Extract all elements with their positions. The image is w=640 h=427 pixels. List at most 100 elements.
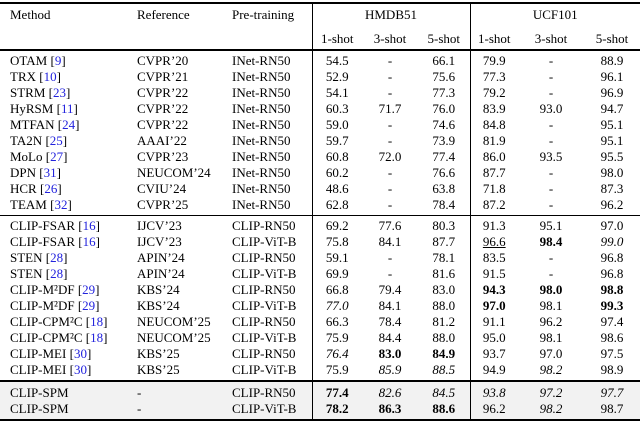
value-cell: 97.7 bbox=[584, 380, 640, 401]
value-cell: 98.7 bbox=[584, 401, 640, 420]
method-cell: MoLo [27] bbox=[10, 149, 68, 164]
value-cell: 96.8 bbox=[600, 266, 624, 281]
col-header-pretraining: Pre-training bbox=[222, 3, 312, 51]
reference-cell: CVPR’21 bbox=[137, 69, 189, 84]
citation-link[interactable]: 30 bbox=[73, 362, 87, 377]
table-row: MTFAN [24] CVPR’22 INet-RN50 59.0 - 74.6 84.8 -… bbox=[0, 117, 640, 133]
value-cell: 87.2 bbox=[469, 197, 518, 216]
value-cell: 95.1 bbox=[518, 215, 584, 234]
method-name: TA2N bbox=[10, 133, 43, 148]
value-cell: 84.5 bbox=[418, 380, 470, 401]
table-header: Method Reference Pre-training HMDB51 UCF… bbox=[0, 3, 640, 51]
citation-link[interactable]: 28 bbox=[50, 250, 64, 265]
reference-cell: - bbox=[127, 401, 222, 420]
pretraining-cell: CLIP-ViT-B bbox=[232, 362, 297, 377]
pretraining-cell: INet-RN50 bbox=[232, 53, 291, 68]
value-cell: 94.9 bbox=[469, 362, 518, 381]
pretraining-cell: INet-RN50 bbox=[232, 101, 291, 116]
citation-link[interactable]: 31 bbox=[43, 165, 57, 180]
method-name: STRM bbox=[10, 85, 46, 100]
citation-link[interactable]: 9 bbox=[54, 53, 62, 68]
citation-link[interactable]: 29 bbox=[82, 282, 96, 297]
value-cell: 75.9 bbox=[311, 362, 362, 381]
reference-cell: CVPR’22 bbox=[137, 101, 189, 116]
reference-cell: KBS’25 bbox=[137, 362, 180, 377]
value-cell: 60.8 bbox=[311, 149, 362, 165]
method-cell: CLIP-SPM bbox=[0, 401, 127, 420]
value-cell: - bbox=[387, 197, 393, 212]
pretraining-cell: INet-RN50 bbox=[232, 117, 291, 132]
value-cell: 84.8 bbox=[469, 117, 518, 133]
method-name: HCR bbox=[10, 181, 37, 196]
value-cell: 80.3 bbox=[418, 215, 470, 234]
pretraining-cell: CLIP-ViT-B bbox=[232, 266, 297, 281]
value-cell: - bbox=[387, 85, 393, 100]
citation-link[interactable]: 16 bbox=[82, 218, 96, 233]
pretraining-cell: CLIP-RN50 bbox=[232, 346, 296, 361]
reference-cell: CVPR’20 bbox=[137, 53, 189, 68]
citation-link[interactable]: 28 bbox=[50, 266, 64, 281]
value-cell: 59.1 bbox=[311, 250, 362, 266]
pretraining-cell: CLIP-RN50 bbox=[222, 380, 312, 401]
method-name: CLIP-FSAR bbox=[10, 218, 76, 233]
value-cell: 83.0 bbox=[378, 346, 402, 361]
citation-link[interactable]: 25 bbox=[49, 133, 63, 148]
citation-link[interactable]: 27 bbox=[50, 149, 64, 164]
reference-cell: CVPR’22 bbox=[137, 117, 189, 132]
method-name: CLIP-FSAR bbox=[10, 234, 76, 249]
reference-cell: IJCV’23 bbox=[137, 234, 182, 249]
method-cell: STEN [28] bbox=[10, 250, 68, 265]
citation-link[interactable]: 11 bbox=[60, 101, 74, 116]
value-cell: 52.9 bbox=[311, 69, 362, 85]
reference-cell: CVIU’24 bbox=[137, 181, 187, 196]
value-cell: 83.5 bbox=[469, 250, 518, 266]
value-cell: 96.2 bbox=[539, 314, 563, 329]
reference-cell: - bbox=[127, 380, 222, 401]
value-cell: 60.3 bbox=[311, 101, 362, 117]
citation-link[interactable]: 18 bbox=[90, 314, 104, 329]
reference-cell: KBS’24 bbox=[137, 282, 180, 297]
pretraining-cell: INet-RN50 bbox=[232, 165, 291, 180]
value-cell: 84.9 bbox=[432, 346, 456, 361]
value-cell: 96.8 bbox=[600, 250, 624, 265]
value-cell: 91.1 bbox=[469, 314, 518, 330]
value-cell: 88.6 bbox=[418, 401, 470, 420]
value-cell: - bbox=[548, 133, 554, 148]
table-row: CLIP-FSAR [16] IJCV’23 CLIP-ViT-B 75.8 84.1 8… bbox=[0, 234, 640, 250]
citation-link[interactable]: 30 bbox=[73, 346, 87, 361]
citation-link[interactable]: 10 bbox=[43, 69, 57, 84]
method-cell: CLIP-CPM²C [18] bbox=[10, 330, 108, 345]
method-cell: CLIP-M²DF [29] bbox=[10, 298, 100, 313]
value-cell: 91.5 bbox=[469, 266, 518, 282]
method-name: MoLo bbox=[10, 149, 43, 164]
value-cell: 77.4 bbox=[311, 380, 362, 401]
value-cell: - bbox=[548, 53, 554, 68]
pretraining-cell: INet-RN50 bbox=[232, 149, 291, 164]
value-cell: 96.2 bbox=[469, 401, 518, 420]
citation-link[interactable]: 32 bbox=[54, 197, 68, 212]
value-cell: 66.8 bbox=[311, 282, 362, 298]
value-cell: - bbox=[548, 69, 554, 84]
citation-link[interactable]: 26 bbox=[44, 181, 58, 196]
method-cell: CLIP-MEI [30] bbox=[10, 346, 92, 361]
value-cell: 95.1 bbox=[600, 117, 624, 132]
citation-link[interactable]: 23 bbox=[53, 85, 66, 100]
value-cell: 94.3 bbox=[469, 282, 518, 298]
citation-link[interactable]: 16 bbox=[82, 234, 96, 249]
method-name: STEN bbox=[10, 250, 43, 265]
value-cell: 95.0 bbox=[469, 330, 518, 346]
table-row: CLIP-SPM - CLIP-RN50 77.4 82.6 84.5 93.8 97.2 97… bbox=[0, 380, 640, 401]
value-cell: 62.8 bbox=[311, 197, 362, 216]
pretraining-cell: CLIP-ViT-B bbox=[222, 401, 312, 420]
method-name: CLIP-SPM bbox=[10, 401, 69, 416]
pretraining-cell: INet-RN50 bbox=[232, 197, 291, 212]
col-header-ucf101-5shot: 5-shot bbox=[584, 28, 640, 51]
citation-link[interactable]: 29 bbox=[82, 298, 96, 313]
citation-link[interactable]: 18 bbox=[90, 330, 104, 345]
method-cell: TEAM [32] bbox=[10, 197, 72, 212]
value-cell: 79.9 bbox=[469, 50, 518, 69]
method-name: CLIP-MEI bbox=[10, 346, 67, 361]
value-cell: 98.0 bbox=[600, 165, 624, 180]
value-cell: 77.0 bbox=[311, 298, 362, 314]
citation-link[interactable]: 24 bbox=[62, 117, 76, 132]
